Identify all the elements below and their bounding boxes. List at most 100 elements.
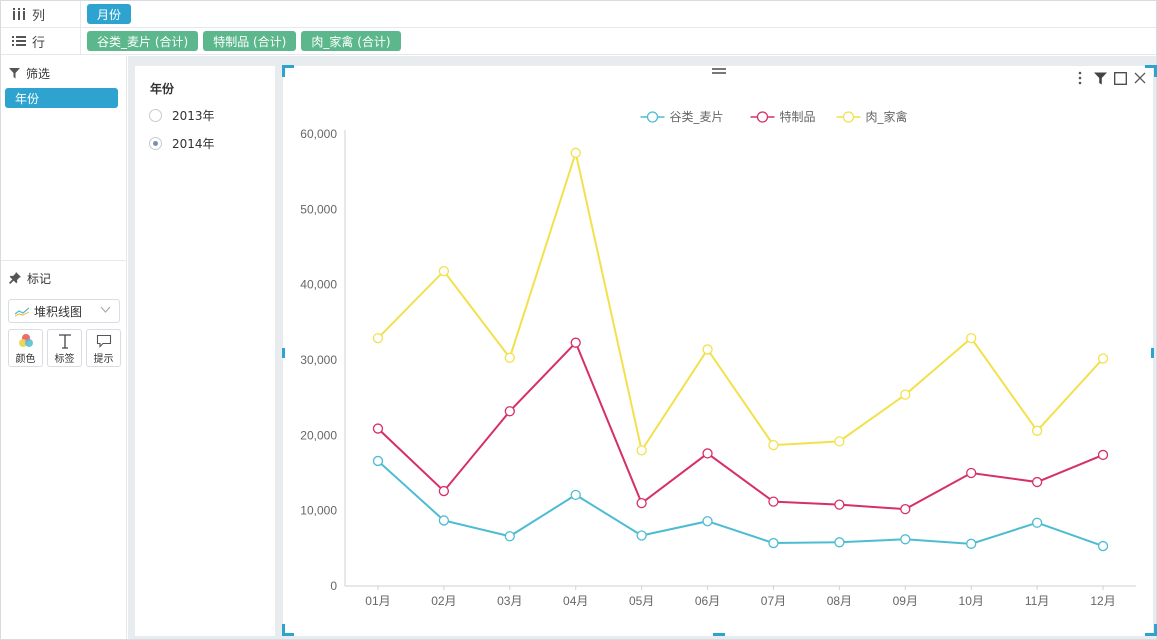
filter-panel-title: 筛选 bbox=[26, 66, 51, 81]
x-tick-label: 11月 bbox=[1025, 594, 1049, 608]
y-tick-label: 30,000 bbox=[300, 353, 337, 367]
year-filter-card: 年份 2013年 2014年 bbox=[135, 66, 275, 636]
resize-corner-bottom-left[interactable] bbox=[282, 624, 294, 636]
more-vertical-icon[interactable] bbox=[1073, 70, 1087, 86]
color-mark-label: 颜色 bbox=[15, 353, 36, 365]
speech-bubble-icon bbox=[96, 332, 112, 350]
data-point bbox=[372, 423, 384, 434]
stacked-line-icon bbox=[15, 305, 29, 317]
resize-handle-right[interactable] bbox=[1151, 348, 1154, 358]
chart-filter-icon[interactable] bbox=[1093, 70, 1107, 86]
resize-handle-bottom[interactable] bbox=[713, 633, 725, 636]
series-line-2 bbox=[377, 149, 1104, 453]
row-pill-meat[interactable]: 肉_家禽 (合计) bbox=[301, 31, 401, 51]
legend-marker-0 bbox=[646, 111, 659, 123]
x-tick-label: 06月 bbox=[695, 594, 720, 608]
filter-chip-year[interactable]: 年份 bbox=[5, 88, 118, 108]
data-point bbox=[636, 530, 647, 541]
legend-marker-1 bbox=[756, 111, 769, 123]
radio-2013[interactable] bbox=[149, 109, 162, 122]
data-point bbox=[570, 337, 581, 348]
data-point bbox=[1097, 353, 1109, 364]
y-tick-label: 40,000 bbox=[300, 278, 337, 292]
tooltip-mark-label: 提示 bbox=[93, 353, 114, 365]
color-palette-icon bbox=[18, 332, 34, 350]
data-point bbox=[834, 436, 845, 447]
x-tick-label: 12月 bbox=[1090, 594, 1115, 608]
data-point bbox=[1097, 449, 1109, 461]
data-point bbox=[834, 499, 845, 510]
column-pill-month[interactable]: 月份 bbox=[87, 4, 132, 24]
data-point bbox=[768, 537, 779, 549]
chart-axes: 0 10,000 20,000 30,000 40,000 50,000 60,000 01月… bbox=[300, 127, 1136, 608]
series-line-0 bbox=[377, 460, 1104, 548]
data-point bbox=[570, 489, 581, 500]
color-mark-button[interactable]: 颜色 bbox=[8, 329, 43, 367]
x-tick-label: 05月 bbox=[629, 594, 654, 608]
data-point bbox=[966, 538, 977, 549]
year-option-label: 2014年 bbox=[172, 137, 215, 151]
resize-corner-bottom-right[interactable] bbox=[1145, 624, 1157, 636]
text-t-icon bbox=[58, 332, 72, 350]
close-icon[interactable] bbox=[1133, 70, 1147, 86]
row-pill-specialty[interactable]: 特制品 (合计) bbox=[203, 31, 297, 51]
chart-series bbox=[372, 147, 1109, 552]
data-point bbox=[900, 504, 911, 515]
data-point bbox=[504, 531, 515, 542]
tooltip-mark-button[interactable]: 提示 bbox=[86, 329, 121, 367]
data-point bbox=[1031, 476, 1043, 488]
drag-handle-icon[interactable] bbox=[712, 68, 726, 76]
radio-2014[interactable] bbox=[149, 137, 162, 150]
rows-list-icon bbox=[12, 35, 30, 47]
data-point bbox=[570, 147, 581, 158]
resize-handle-left[interactable] bbox=[282, 348, 285, 358]
marks-section: 标记 堆积线图 颜色 标签 bbox=[1, 260, 126, 367]
columns-shelf: 列 月份 bbox=[1, 1, 1156, 28]
data-point bbox=[636, 445, 647, 456]
data-point bbox=[702, 344, 713, 355]
data-point bbox=[438, 265, 450, 277]
left-sidebar: 筛选 年份 标记 堆积线图 颜色 bbox=[1, 56, 127, 639]
columns-shelf-label: 列 bbox=[32, 8, 46, 24]
resize-corner-top-right[interactable] bbox=[1145, 65, 1157, 77]
x-tick-label: 03月 bbox=[497, 594, 522, 608]
chart-toolbar bbox=[1073, 70, 1147, 86]
pin-icon bbox=[9, 272, 21, 284]
data-point bbox=[504, 406, 515, 417]
legend-label: 肉_家禽 bbox=[866, 109, 908, 124]
maximize-icon[interactable] bbox=[1113, 70, 1127, 86]
series-line-1 bbox=[377, 340, 1104, 511]
year-option-label: 2013年 bbox=[172, 109, 215, 123]
data-point bbox=[966, 467, 977, 479]
row-pill-cereal[interactable]: 谷类_麦片 (合计) bbox=[87, 31, 199, 51]
year-option-2013[interactable]: 2013年 bbox=[149, 107, 215, 124]
label-mark-label: 标签 bbox=[54, 353, 75, 365]
data-point bbox=[900, 534, 911, 545]
y-tick-label: 20,000 bbox=[300, 428, 337, 442]
rows-shelf: 行 谷类_麦片 (合计) 特制品 (合计) 肉_家禽 (合计) bbox=[1, 28, 1156, 55]
data-point bbox=[702, 516, 713, 527]
y-tick-label: 50,000 bbox=[300, 202, 337, 216]
x-tick-label: 08月 bbox=[827, 594, 852, 608]
data-point bbox=[900, 389, 911, 400]
marks-panel-title: 标记 bbox=[27, 271, 52, 286]
label-mark-button[interactable]: 标签 bbox=[47, 329, 82, 367]
rows-shelf-header: 行 bbox=[1, 28, 81, 54]
columns-shelf-header: 列 bbox=[1, 1, 81, 27]
year-option-2014[interactable]: 2014年 bbox=[149, 135, 215, 152]
year-filter-title: 年份 bbox=[150, 82, 175, 96]
legend-label: 特制品 bbox=[780, 109, 816, 124]
y-tick-label: 10,000 bbox=[300, 504, 337, 518]
data-point bbox=[636, 497, 647, 509]
data-point bbox=[1097, 540, 1109, 552]
chart-card bbox=[283, 66, 1153, 636]
x-tick-label: 07月 bbox=[761, 594, 786, 608]
resize-corner-top-left[interactable] bbox=[282, 65, 294, 77]
x-tick-label: 02月 bbox=[431, 594, 456, 608]
data-point bbox=[768, 439, 779, 451]
chart-type-select[interactable]: 堆积线图 bbox=[8, 299, 120, 323]
rows-shelf-label: 行 bbox=[32, 35, 46, 51]
data-point bbox=[1031, 517, 1043, 528]
data-point bbox=[1031, 425, 1043, 436]
